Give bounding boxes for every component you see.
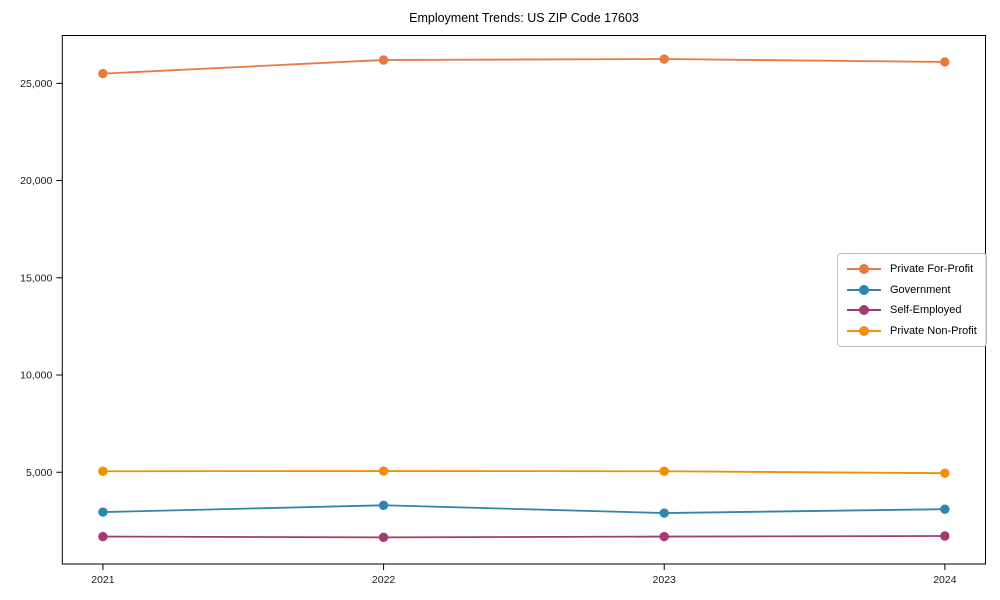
legend-marker-icon bbox=[847, 325, 881, 336]
series-line-self-employed bbox=[102, 535, 945, 539]
legend-label: Private Non-Profit bbox=[890, 324, 977, 337]
data-point-private-non-profit-2021 bbox=[98, 466, 108, 476]
legend: Private For-Profit Government Self-Employe… bbox=[837, 253, 987, 347]
legend-item-self-employed: Self-Employed bbox=[846, 300, 977, 321]
x-tick-label-2023: 2023 bbox=[653, 574, 677, 586]
y-tick-label: 15,000 bbox=[20, 272, 52, 284]
data-point-self-employed-2024 bbox=[940, 531, 950, 541]
data-point-government-2023 bbox=[659, 508, 669, 518]
data-point-government-2021 bbox=[98, 507, 108, 517]
legend-item-private-non-profit: Private Non-Profit bbox=[846, 321, 977, 342]
data-point-private-non-profit-2024 bbox=[940, 468, 950, 478]
legend-item-private-for-profit: Private For-Profit bbox=[846, 259, 977, 280]
series-line-private-for-profit bbox=[102, 58, 945, 75]
x-tick-label-2024: 2024 bbox=[933, 574, 957, 586]
data-point-private-for-profit-2023 bbox=[659, 54, 669, 64]
data-point-self-employed-2023 bbox=[659, 531, 669, 542]
legend-item-government: Government bbox=[846, 280, 977, 301]
data-point-government-2024 bbox=[940, 504, 950, 514]
data-point-private-non-profit-2022 bbox=[378, 466, 389, 476]
data-point-government-2022 bbox=[378, 500, 389, 510]
legend-marker-icon bbox=[847, 284, 881, 295]
legend-marker-icon bbox=[847, 305, 881, 316]
data-point-private-for-profit-2022 bbox=[378, 55, 389, 65]
legend-label: Self-Employed bbox=[890, 304, 962, 317]
legend-marker-icon bbox=[847, 264, 881, 275]
y-tick-label: 20,000 bbox=[20, 175, 52, 187]
data-point-private-non-profit-2023 bbox=[659, 466, 669, 476]
series-line-government bbox=[102, 504, 945, 514]
x-tick-label-2022: 2022 bbox=[372, 574, 396, 586]
chart-title: Employment Trends: US ZIP Code 17603 bbox=[409, 11, 639, 25]
legend-label: Private For-Profit bbox=[890, 263, 974, 276]
x-tick-label-2021: 2021 bbox=[91, 574, 115, 586]
y-tick-label: 5,000 bbox=[26, 467, 52, 479]
data-point-private-for-profit-2024 bbox=[940, 57, 950, 67]
y-tick-label: 25,000 bbox=[20, 78, 52, 90]
y-tick-label: 10,000 bbox=[20, 370, 52, 382]
data-point-self-employed-2022 bbox=[378, 532, 389, 543]
data-point-self-employed-2021 bbox=[98, 531, 108, 542]
series-line-private-non-profit bbox=[102, 470, 945, 475]
data-point-private-for-profit-2021 bbox=[98, 68, 108, 79]
legend-label: Government bbox=[890, 283, 951, 296]
